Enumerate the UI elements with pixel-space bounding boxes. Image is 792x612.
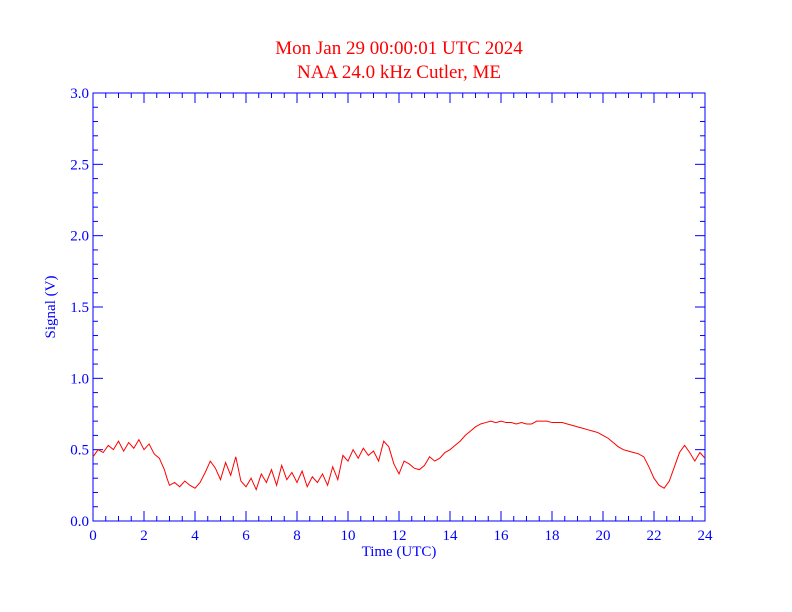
chart-subtitle: NAA 24.0 kHz Cutler, ME	[297, 62, 501, 83]
y-tick-label: 2.5	[70, 157, 89, 173]
x-tick-label: 8	[293, 528, 301, 544]
y-tick-label: 1.0	[70, 371, 89, 387]
y-tick-label: 2.0	[70, 229, 89, 245]
x-tick-label: 2	[140, 528, 148, 544]
x-tick-label: 6	[242, 528, 250, 544]
x-tick-label: 16	[494, 528, 510, 544]
x-tick-label: 12	[392, 528, 407, 544]
axis-ticks	[92, 92, 706, 522]
plot-frame	[92, 92, 706, 522]
y-tick-label: 1.5	[70, 300, 89, 316]
x-tick-label: 20	[596, 528, 611, 544]
x-tick-label: 18	[545, 528, 560, 544]
x-tick-label: 14	[443, 528, 459, 544]
x-tick-label: 10	[341, 528, 356, 544]
x-axis-label: Time (UTC)	[362, 544, 437, 560]
y-tick-label: 0.5	[70, 443, 89, 459]
x-tick-label: 0	[89, 528, 97, 544]
x-tick-label: 22	[647, 528, 662, 544]
chart-title: Mon Jan 29 00:00:01 UTC 2024	[275, 38, 523, 59]
axis-tick-labels: 0 2 4 6 8 10 12 14 16 18 20 22 240.00.51.01.52.02.53…	[70, 86, 713, 544]
x-tick-label: 24	[698, 528, 714, 544]
y-tick-label: 0.0	[70, 514, 89, 530]
series-line	[92, 420, 706, 492]
y-axis-label: Signal (V)	[43, 276, 59, 339]
x-tick-label: 4	[191, 528, 199, 544]
y-tick-label: 3.0	[70, 86, 89, 102]
